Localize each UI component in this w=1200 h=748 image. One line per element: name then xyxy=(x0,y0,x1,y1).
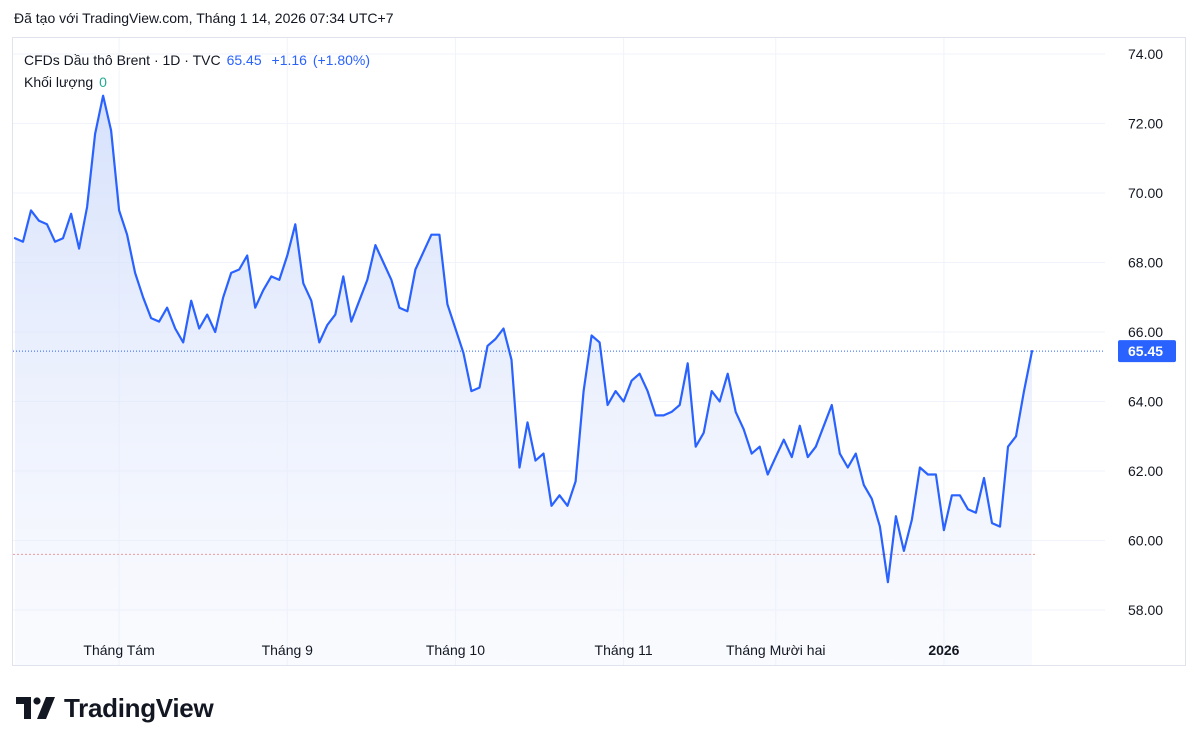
x-tick-label: 2026 xyxy=(928,642,959,658)
y-tick-label: 68.00 xyxy=(1128,255,1163,271)
price-line xyxy=(13,94,1034,584)
x-tick-label: Tháng 9 xyxy=(262,642,314,658)
legend-last-price: 65.45 xyxy=(226,52,262,68)
x-axis: Tháng Tám Tháng 9 Tháng 10 Tháng 11 Tháng Mư… xyxy=(83,642,959,658)
y-axis: 58.00 60.00 62.00 64.00 66.00 68.00 70.00 72.00… xyxy=(1128,46,1163,618)
y-tick-label: 66.00 xyxy=(1128,324,1163,340)
legend-change-pct: (+1.80%) xyxy=(312,52,371,68)
chart-frame[interactable] xyxy=(12,37,1186,666)
last-price-label-bg xyxy=(1118,340,1176,363)
y-tick-label: 58.00 xyxy=(1128,602,1163,618)
legend-volume-label[interactable]: Khối lượng xyxy=(24,74,94,90)
y-tick-label: 70.00 xyxy=(1128,185,1163,201)
y-tick-label: 62.00 xyxy=(1128,463,1163,479)
x-tick-label: Tháng 10 xyxy=(426,642,485,658)
legend-volume-value: 0 xyxy=(99,74,107,90)
y-tick-label: 64.00 xyxy=(1128,394,1163,410)
tradingview-logo-text: TradingView xyxy=(64,692,214,723)
x-tick-label: Tháng 11 xyxy=(595,642,653,658)
tradingview-logo[interactable]: TradingView xyxy=(16,692,214,723)
y-tick-label: 72.00 xyxy=(1128,116,1163,132)
x-tick-label: Tháng Mười hai xyxy=(726,642,825,658)
x-tick-label: Tháng Tám xyxy=(83,642,154,658)
tradingview-logo-icon xyxy=(16,697,55,719)
y-tick-label: 60.00 xyxy=(1128,533,1163,549)
chart-legend: CFDs Dầu thô Brent · 1D · TVC 65.45 +1.16… xyxy=(24,49,370,93)
price-area-fill xyxy=(15,95,1032,665)
last-price-label: 65.45 xyxy=(1118,340,1176,363)
legend-change: +1.16 xyxy=(271,52,307,68)
y-tick-label: 74.00 xyxy=(1128,46,1163,62)
chart-caption: Đã tạo với TradingView.com, Tháng 1 14, … xyxy=(14,10,394,26)
last-price-label-text: 65.45 xyxy=(1128,343,1163,359)
legend-symbol[interactable]: CFDs Dầu thô Brent · 1D · TVC xyxy=(24,52,221,68)
